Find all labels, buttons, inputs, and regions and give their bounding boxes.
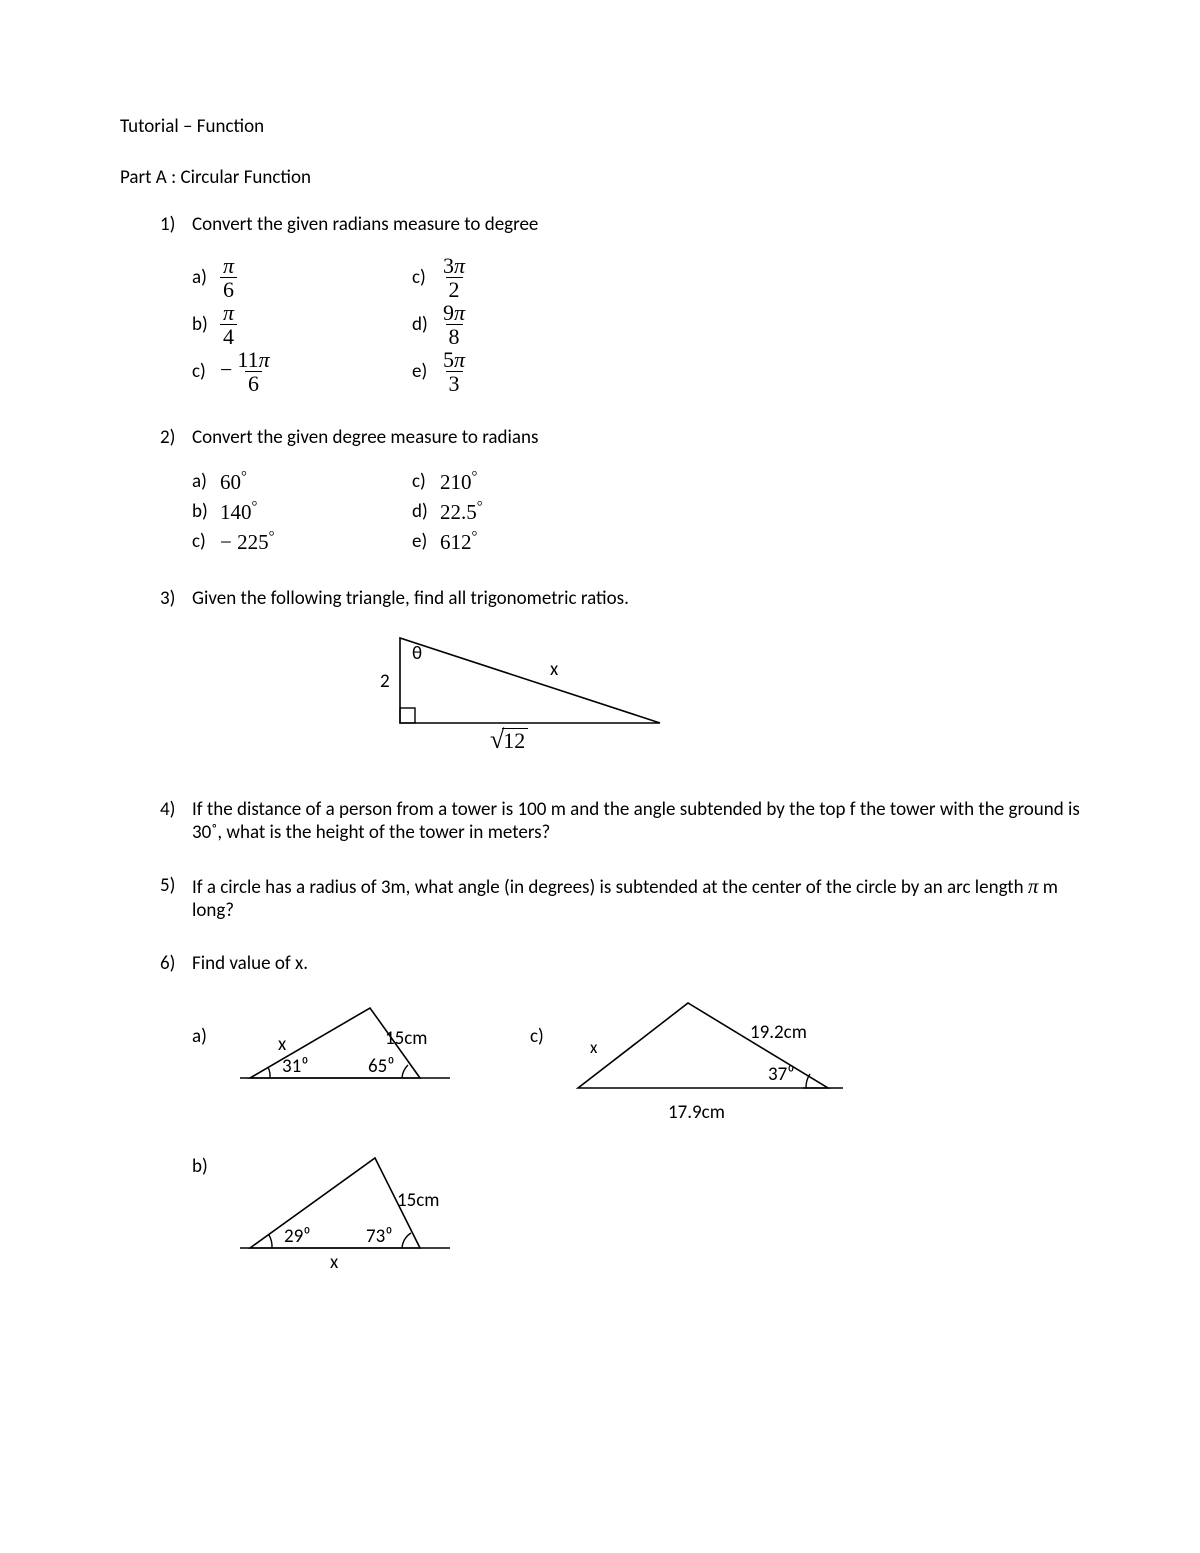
pi-symbol: π	[1028, 874, 1039, 898]
option-label: a)	[192, 470, 220, 493]
q3-text: Given the following triangle, find all t…	[192, 587, 1080, 610]
option-value: π4	[220, 301, 237, 348]
q1-option: c) −11π6	[192, 348, 412, 395]
option-label: d)	[412, 313, 440, 336]
option-value: 60°	[220, 469, 247, 495]
option-value: 140°	[220, 499, 257, 525]
q6-text: Find value of x.	[192, 952, 1080, 975]
option-value: 210°	[440, 469, 477, 495]
q6c-figure: x 19.2cm 37⁰ 17.9cm	[558, 993, 858, 1133]
q5-text-a: If a circle has a radius of 3m, what ang…	[192, 876, 1028, 899]
q2-option: c) − 225°	[192, 527, 412, 557]
option-label: c)	[412, 266, 440, 289]
q6c-side: 19.2cm	[750, 1021, 807, 1044]
q1-option: e) 5π3	[412, 348, 632, 395]
option-value: 5π3	[440, 348, 468, 395]
option-value: 612°	[440, 529, 477, 555]
q6b-label: b)	[192, 1143, 220, 1273]
question-5: 5) If a circle has a radius of 3m, what …	[160, 874, 1080, 922]
q1-options: a) π6 b) π4 c) −11π6 c) 3π2 d) 9π8 e) 5π…	[192, 254, 1080, 396]
q2-options: a) 60° b) 140° c) − 225° c) 210° d) 22.5…	[192, 467, 1080, 557]
option-value: −11π6	[220, 348, 273, 395]
document-title: Tutorial – Function	[120, 115, 1080, 138]
page: Tutorial – Function Part A : Circular Fu…	[0, 0, 1200, 1553]
q4-number: 4)	[160, 798, 192, 844]
q6b: b) 15cm 29⁰ 73⁰ x	[192, 1143, 480, 1273]
option-value: π6	[220, 254, 237, 301]
option-label: b)	[192, 500, 220, 523]
q1-option: b) π4	[192, 301, 412, 348]
q1-option: c) 3π2	[412, 254, 632, 301]
q6a: a) x 15cm 31⁰ 65⁰	[192, 993, 470, 1133]
q3-triangle: 2 θ x √12	[360, 628, 860, 768]
q1-option: d) 9π8	[412, 301, 632, 348]
q1-option: a) π6	[192, 254, 412, 301]
q6b-base: x	[330, 1251, 338, 1274]
q1-number: 1)	[160, 213, 192, 236]
option-value: 9π8	[440, 301, 468, 348]
option-label: c)	[192, 530, 220, 553]
question-2: 2) Convert the given degree measure to r…	[160, 426, 1080, 557]
option-label: a)	[192, 266, 220, 289]
q6a-ang2: 65⁰	[368, 1055, 395, 1078]
option-value: − 225°	[220, 529, 274, 555]
q6c-ang: 37⁰	[768, 1063, 795, 1086]
question-3: 3) Given the following triangle, find al…	[160, 587, 1080, 768]
option-label: b)	[192, 313, 220, 336]
option-label: e)	[412, 360, 440, 383]
q3-theta-label: θ	[412, 642, 422, 665]
q6-row-2: b) 15cm 29⁰ 73⁰ x	[192, 1143, 1080, 1273]
q2-option: c) 210°	[412, 467, 632, 497]
q6-number: 6)	[160, 952, 192, 975]
q5-text: If a circle has a radius of 3m, what ang…	[192, 874, 1080, 922]
q3-left-label: 2	[380, 670, 390, 693]
part-heading: Part A : Circular Function	[120, 166, 1080, 189]
q6c: c) x 19.2cm 37⁰ 17.9cm	[530, 993, 858, 1133]
q6b-ang2: 73⁰	[366, 1225, 393, 1248]
q6b-side: 15cm	[397, 1189, 439, 1212]
option-label: c)	[192, 360, 220, 383]
q6a-figure: x 15cm 31⁰ 65⁰	[220, 993, 470, 1103]
q6c-label: c)	[530, 993, 558, 1133]
q2-text: Convert the given degree measure to radi…	[192, 426, 1080, 449]
q6b-ang1: 29⁰	[284, 1225, 311, 1248]
option-value: 3π2	[440, 254, 468, 301]
q3-base-label: √12	[490, 728, 528, 754]
q1-text: Convert the given radians measure to deg…	[192, 213, 1080, 236]
q6c-x: x	[590, 1037, 597, 1058]
option-value: 22.5°	[440, 499, 483, 525]
q6-row-1: a) x 15cm 31⁰ 65⁰ c)	[192, 993, 1080, 1133]
q6a-label: a)	[192, 993, 220, 1133]
q3-hyp-label: x	[550, 658, 558, 681]
option-label: c)	[412, 470, 440, 493]
question-1: 1) Convert the given radians measure to …	[160, 213, 1080, 396]
q6a-side: 15cm	[385, 1027, 427, 1050]
q2-number: 2)	[160, 426, 192, 449]
q2-option: b) 140°	[192, 497, 412, 527]
q6c-base: 17.9cm	[668, 1101, 725, 1124]
question-4: 4) If the distance of a person from a to…	[160, 798, 1080, 844]
q3-number: 3)	[160, 587, 192, 610]
q4-text: If the distance of a person from a tower…	[192, 798, 1080, 844]
q2-option: e) 612°	[412, 527, 632, 557]
option-label: e)	[412, 530, 440, 553]
q6a-x: x	[278, 1033, 286, 1056]
question-6: 6) Find value of x. a) x 15cm 31⁰ 65⁰	[160, 952, 1080, 1273]
q6b-figure: 15cm 29⁰ 73⁰ x	[220, 1143, 480, 1273]
option-label: d)	[412, 500, 440, 523]
q6a-ang1: 31⁰	[282, 1055, 309, 1078]
q2-option: d) 22.5°	[412, 497, 632, 527]
q2-option: a) 60°	[192, 467, 412, 497]
q5-number: 5)	[160, 874, 192, 922]
